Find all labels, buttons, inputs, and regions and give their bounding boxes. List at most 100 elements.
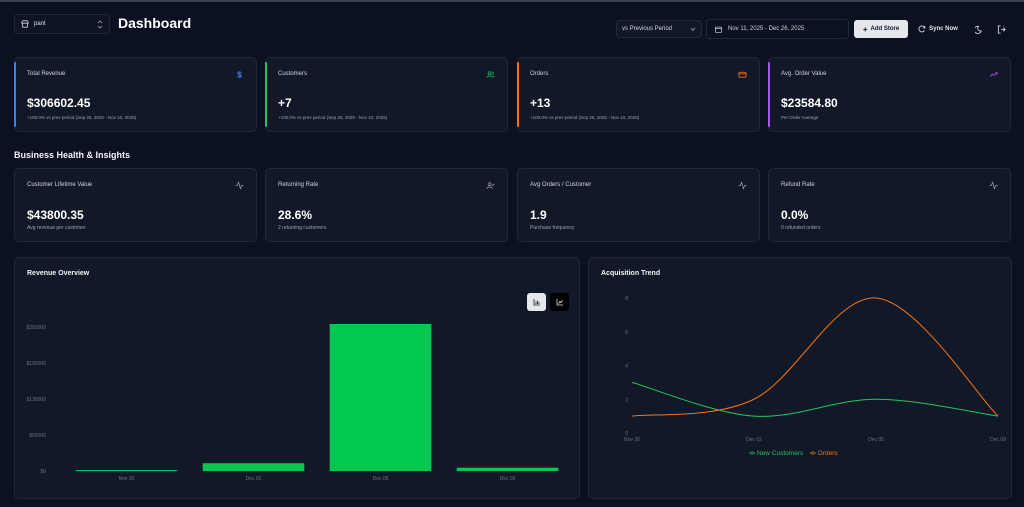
revenue-chart-title: Revenue Overview bbox=[27, 270, 90, 277]
y-tick-label: $0 bbox=[40, 469, 46, 475]
insight-label: Refund Rate bbox=[781, 182, 815, 188]
theme-toggle-button[interactable] bbox=[970, 20, 988, 38]
kpi-label: Orders bbox=[530, 71, 549, 77]
revenue-bar bbox=[456, 467, 559, 471]
series-line bbox=[631, 297, 999, 417]
insight-subtext: 0 refunded orders bbox=[781, 225, 821, 231]
y-tick-label: 2 bbox=[625, 397, 628, 403]
date-range-picker[interactable]: Nov 11, 2025 - Dec 26, 2025 bbox=[706, 19, 849, 39]
insight-card-refund-rate: Refund Rate 0.0% 0 refunded orders bbox=[768, 168, 1011, 242]
insight-subtext: 2 returning customers bbox=[278, 225, 327, 231]
kpi-subtext: Per Order Average bbox=[781, 115, 819, 120]
sync-now-label: Sync Now bbox=[929, 26, 958, 32]
x-tick-label: Dec 09 bbox=[500, 476, 516, 482]
kpi-value: +7 bbox=[278, 96, 292, 110]
legend-marker bbox=[811, 451, 815, 455]
insight-value: $43800.35 bbox=[27, 208, 84, 222]
compare-period-select[interactable]: vs Previous Period bbox=[616, 20, 702, 38]
activity-icon bbox=[738, 181, 747, 190]
y-tick-label: $260000 bbox=[27, 325, 47, 331]
date-range-value: Nov 11, 2025 - Dec 26, 2025 bbox=[728, 26, 805, 32]
store-selector[interactable]: pant bbox=[14, 14, 110, 34]
x-tick-label: Dec 02 bbox=[246, 476, 262, 482]
x-tick-label: Nov 30 bbox=[624, 437, 640, 443]
insight-value: 1.9 bbox=[530, 208, 547, 222]
kpi-subtext: +100.0% vs prev period (Sep 25, 2025 - N… bbox=[530, 115, 640, 120]
acquisition-chart-title: Acquisition Trend bbox=[601, 270, 661, 277]
y-tick-label: 4 bbox=[625, 364, 628, 370]
activity-icon bbox=[235, 181, 244, 190]
chevron-down-icon bbox=[690, 27, 696, 32]
store-icon bbox=[21, 20, 29, 28]
kpi-subtext: +100.0% vs prev period (Sep 25, 2025 - N… bbox=[278, 115, 388, 120]
x-tick-label: Dec 05 bbox=[868, 437, 884, 443]
y-tick-label: 0 bbox=[625, 431, 628, 437]
line-chart-icon bbox=[556, 299, 563, 306]
legend-label: New Customers bbox=[757, 450, 804, 457]
revenue-bar bbox=[329, 324, 432, 471]
insight-card-clv: Customer Lifetime Value $43800.35 Avg re… bbox=[14, 168, 257, 242]
insight-value: 28.6% bbox=[278, 208, 313, 222]
users-icon bbox=[486, 71, 495, 78]
insight-value: 0.0% bbox=[781, 208, 809, 222]
page-title: Dashboard bbox=[118, 15, 192, 31]
compare-period-value: vs Previous Period bbox=[622, 26, 673, 32]
insight-subtext: Avg revenue per customer bbox=[27, 225, 86, 231]
y-tick-label: $130000 bbox=[27, 397, 47, 403]
series-line bbox=[631, 381, 999, 417]
insight-label: Avg Orders / Customer bbox=[530, 182, 592, 188]
legend-marker bbox=[750, 451, 754, 455]
y-tick-label: 8 bbox=[625, 296, 628, 302]
logout-icon bbox=[997, 24, 1006, 34]
add-store-button[interactable]: + Add Store bbox=[854, 20, 908, 38]
kpi-value: $23584.80 bbox=[781, 96, 838, 110]
logout-button[interactable] bbox=[992, 20, 1010, 38]
x-tick-label: Nov 30 bbox=[119, 476, 135, 482]
kpi-accent-bar bbox=[768, 62, 770, 127]
card-icon bbox=[738, 71, 747, 78]
insight-subtext: Purchase frequency bbox=[530, 225, 575, 231]
bar-chart-toggle[interactable] bbox=[527, 293, 546, 311]
revenue-bar bbox=[75, 470, 178, 471]
kpi-value: +13 bbox=[530, 96, 551, 110]
revenue-bar bbox=[202, 463, 305, 471]
moon-icon bbox=[974, 25, 982, 34]
insight-card-avg-orders: Avg Orders / Customer 1.9 Purchase frequ… bbox=[517, 168, 760, 242]
kpi-accent-bar bbox=[517, 62, 519, 127]
y-tick-label: 6 bbox=[625, 330, 628, 336]
legend-label: Orders bbox=[818, 450, 839, 457]
refresh-icon bbox=[918, 25, 926, 33]
revenue-bar-chart: $0 $65000 $130000 $195000 $260000 Nov 30 Dec 0… bbox=[27, 324, 559, 482]
bar-chart-icon bbox=[533, 299, 540, 306]
insight-card-returning-rate: Returning Rate 28.6% 2 returning custome… bbox=[265, 168, 508, 242]
line-chart-toggle[interactable] bbox=[550, 293, 569, 311]
dollar-icon: $ bbox=[237, 71, 242, 79]
top-bar: pant Dashboard vs Previous Period Nov 11… bbox=[0, 2, 1024, 50]
y-tick-label: $65000 bbox=[29, 433, 46, 439]
plus-icon: + bbox=[862, 24, 868, 34]
acquisition-trend-card: Acquisition Trend 0 2 4 6 8 Nov 30 Dec 02 Dec 0… bbox=[588, 257, 1012, 499]
kpi-value: $306602.45 bbox=[27, 96, 91, 110]
kpi-label: Avg. Order Value bbox=[781, 71, 827, 77]
calendar-icon bbox=[715, 26, 722, 33]
store-name: pant bbox=[34, 21, 46, 27]
insight-label: Returning Rate bbox=[278, 182, 319, 188]
section-title-business-health: Business Health & Insights bbox=[14, 150, 131, 160]
trend-up-icon bbox=[989, 72, 998, 78]
x-tick-label: Dec 09 bbox=[990, 437, 1006, 443]
kpi-accent-bar bbox=[14, 62, 16, 127]
insight-label: Customer Lifetime Value bbox=[27, 182, 93, 188]
kpi-card-customers: Customers +7 +100.0% vs prev period (Sep… bbox=[265, 57, 508, 132]
chevron-updown-icon bbox=[97, 20, 103, 29]
kpi-card-orders: Orders +13 +100.0% vs prev period (Sep 2… bbox=[517, 57, 760, 132]
kpi-card-avg-order-value: Avg. Order Value $23584.80 Per Order Ave… bbox=[768, 57, 1011, 132]
svg-text:$: $ bbox=[237, 71, 242, 79]
kpi-subtext: +100.0% vs prev period (Sep 25, 2025 - N… bbox=[27, 115, 137, 120]
revenue-overview-card: Revenue Overview $0 $65000 $130000 $195000 $… bbox=[14, 257, 580, 499]
add-store-label: Add Store bbox=[870, 26, 900, 32]
y-tick-label: $195000 bbox=[27, 361, 47, 367]
user-check-icon bbox=[486, 182, 495, 189]
kpi-label: Total Revenue bbox=[27, 71, 66, 77]
kpi-label: Customers bbox=[278, 71, 308, 77]
sync-now-button[interactable]: Sync Now bbox=[912, 20, 964, 38]
